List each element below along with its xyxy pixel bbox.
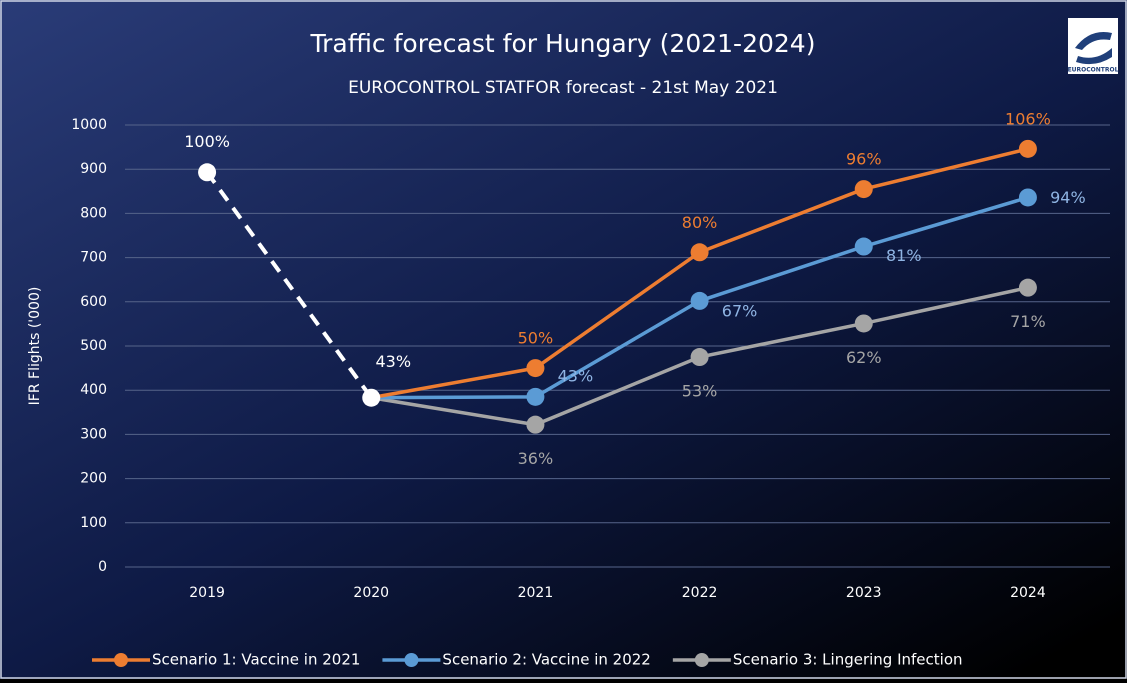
y-tick-label: 800 — [80, 205, 107, 221]
data-point — [526, 415, 545, 434]
y-tick-label: 200 — [80, 471, 107, 487]
y-tick-label: 900 — [80, 161, 107, 177]
legend-label: Scenario 2: Vaccine in 2022 — [442, 651, 650, 669]
logo-shape — [1076, 48, 1112, 65]
data-point — [854, 180, 873, 199]
data-point — [1018, 139, 1037, 158]
data-label: 67% — [722, 301, 758, 320]
chart-subtitle: EUROCONTROL STATFOR forecast - 21st May … — [348, 78, 778, 98]
data-point — [690, 243, 709, 262]
data-label: 62% — [846, 348, 882, 367]
data-point — [854, 237, 873, 256]
y-tick-label: 0 — [98, 559, 107, 575]
y-tick-label: 400 — [80, 382, 107, 398]
data-point — [854, 314, 873, 333]
y-tick-label: 300 — [80, 426, 107, 442]
data-label: 43% — [375, 352, 411, 371]
y-tick-label: 1000 — [71, 117, 107, 133]
data-point — [362, 388, 381, 407]
x-tick-label: 2019 — [189, 585, 225, 601]
logo-box — [1068, 18, 1118, 74]
data-label: 36% — [518, 449, 554, 468]
legend-marker — [404, 653, 419, 667]
data-point — [690, 291, 709, 310]
y-tick-label: 100 — [80, 515, 107, 531]
y-tick-label: 700 — [80, 250, 107, 266]
x-tick-label: 2020 — [353, 585, 389, 601]
series-line — [205, 171, 373, 399]
x-tick-label: 2023 — [846, 585, 882, 601]
data-label: 43% — [558, 366, 594, 385]
y-axis-label: IFR Flights ('000) — [27, 287, 43, 406]
chart-title: Traffic forecast for Hungary (2021-2024) — [310, 29, 816, 58]
data-label: 94% — [1050, 188, 1086, 207]
x-tick-label: 2024 — [1010, 585, 1046, 601]
y-tick-label: 600 — [80, 294, 107, 310]
data-label: 53% — [682, 382, 718, 401]
data-point — [526, 387, 545, 406]
data-label: 106% — [1005, 109, 1051, 128]
data-label: 100% — [184, 132, 230, 151]
legend-marker — [694, 653, 709, 667]
logo: EUROCONTROL — [1068, 18, 1119, 74]
data-point — [1018, 278, 1037, 297]
legend-label: Scenario 3: Lingering Infection — [733, 651, 963, 669]
logo-shape — [1075, 32, 1112, 50]
data-point — [690, 348, 709, 367]
data-label: 71% — [1010, 312, 1046, 331]
data-label: 96% — [846, 150, 882, 169]
legend-marker — [114, 653, 128, 667]
data-label: 50% — [518, 329, 554, 348]
x-tick-label: 2022 — [682, 585, 718, 601]
data-point — [198, 163, 217, 182]
data-label: 81% — [886, 246, 922, 265]
logo-text: EUROCONTROL — [1068, 67, 1119, 74]
y-tick-label: 500 — [80, 338, 107, 354]
data-point — [526, 359, 545, 378]
x-tick-label: 2021 — [518, 585, 554, 601]
data-label: 80% — [682, 213, 718, 232]
data-point — [1018, 188, 1037, 207]
legend-label: Scenario 1: Vaccine in 2021 — [152, 651, 360, 669]
